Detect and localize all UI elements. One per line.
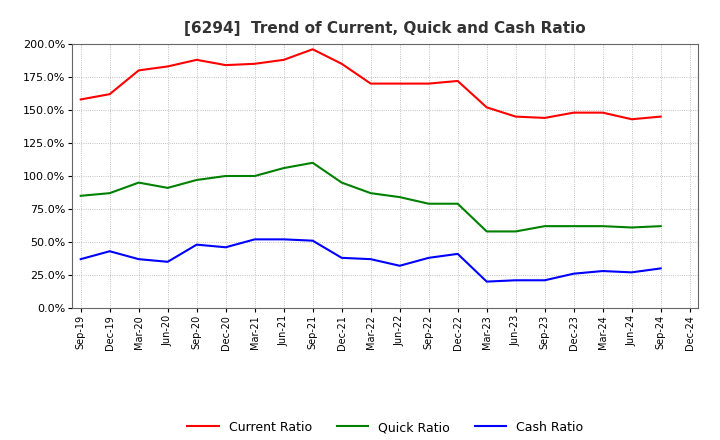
Quick Ratio <box>279 165 288 171</box>
Quick Ratio <box>163 185 172 191</box>
Quick Ratio <box>395 194 404 200</box>
Current Ratio <box>308 47 317 52</box>
Current Ratio <box>511 114 520 119</box>
Current Ratio <box>482 105 491 110</box>
Title: [6294]  Trend of Current, Quick and Cash Ratio: [6294] Trend of Current, Quick and Cash … <box>184 21 586 36</box>
Cash Ratio <box>570 271 578 276</box>
Cash Ratio <box>454 251 462 257</box>
Current Ratio <box>541 115 549 121</box>
Quick Ratio <box>454 201 462 206</box>
Quick Ratio <box>308 160 317 165</box>
Cash Ratio <box>627 270 636 275</box>
Line: Current Ratio: Current Ratio <box>81 49 661 119</box>
Current Ratio <box>135 68 143 73</box>
Cash Ratio <box>338 255 346 260</box>
Cash Ratio <box>221 245 230 250</box>
Current Ratio <box>76 97 85 102</box>
Quick Ratio <box>135 180 143 185</box>
Cash Ratio <box>279 237 288 242</box>
Line: Quick Ratio: Quick Ratio <box>81 163 661 231</box>
Quick Ratio <box>251 173 259 179</box>
Current Ratio <box>221 62 230 68</box>
Current Ratio <box>657 114 665 119</box>
Current Ratio <box>395 81 404 86</box>
Quick Ratio <box>482 229 491 234</box>
Cash Ratio <box>135 257 143 262</box>
Quick Ratio <box>76 193 85 198</box>
Cash Ratio <box>105 249 114 254</box>
Cash Ratio <box>163 259 172 264</box>
Current Ratio <box>627 117 636 122</box>
Current Ratio <box>424 81 433 86</box>
Cash Ratio <box>482 279 491 284</box>
Quick Ratio <box>598 224 607 229</box>
Quick Ratio <box>424 201 433 206</box>
Current Ratio <box>251 61 259 66</box>
Quick Ratio <box>627 225 636 230</box>
Current Ratio <box>454 78 462 84</box>
Cash Ratio <box>424 255 433 260</box>
Current Ratio <box>192 57 201 62</box>
Line: Cash Ratio: Cash Ratio <box>81 239 661 282</box>
Quick Ratio <box>366 191 375 196</box>
Cash Ratio <box>511 278 520 283</box>
Current Ratio <box>105 92 114 97</box>
Cash Ratio <box>192 242 201 247</box>
Quick Ratio <box>192 177 201 183</box>
Current Ratio <box>338 61 346 66</box>
Current Ratio <box>598 110 607 115</box>
Quick Ratio <box>511 229 520 234</box>
Quick Ratio <box>657 224 665 229</box>
Current Ratio <box>366 81 375 86</box>
Cash Ratio <box>366 257 375 262</box>
Cash Ratio <box>308 238 317 243</box>
Quick Ratio <box>105 191 114 196</box>
Cash Ratio <box>395 263 404 268</box>
Quick Ratio <box>338 180 346 185</box>
Current Ratio <box>279 57 288 62</box>
Cash Ratio <box>598 268 607 274</box>
Quick Ratio <box>221 173 230 179</box>
Current Ratio <box>163 64 172 69</box>
Cash Ratio <box>251 237 259 242</box>
Quick Ratio <box>570 224 578 229</box>
Cash Ratio <box>657 266 665 271</box>
Current Ratio <box>570 110 578 115</box>
Quick Ratio <box>541 224 549 229</box>
Legend: Current Ratio, Quick Ratio, Cash Ratio: Current Ratio, Quick Ratio, Cash Ratio <box>182 416 588 439</box>
Cash Ratio <box>541 278 549 283</box>
Cash Ratio <box>76 257 85 262</box>
